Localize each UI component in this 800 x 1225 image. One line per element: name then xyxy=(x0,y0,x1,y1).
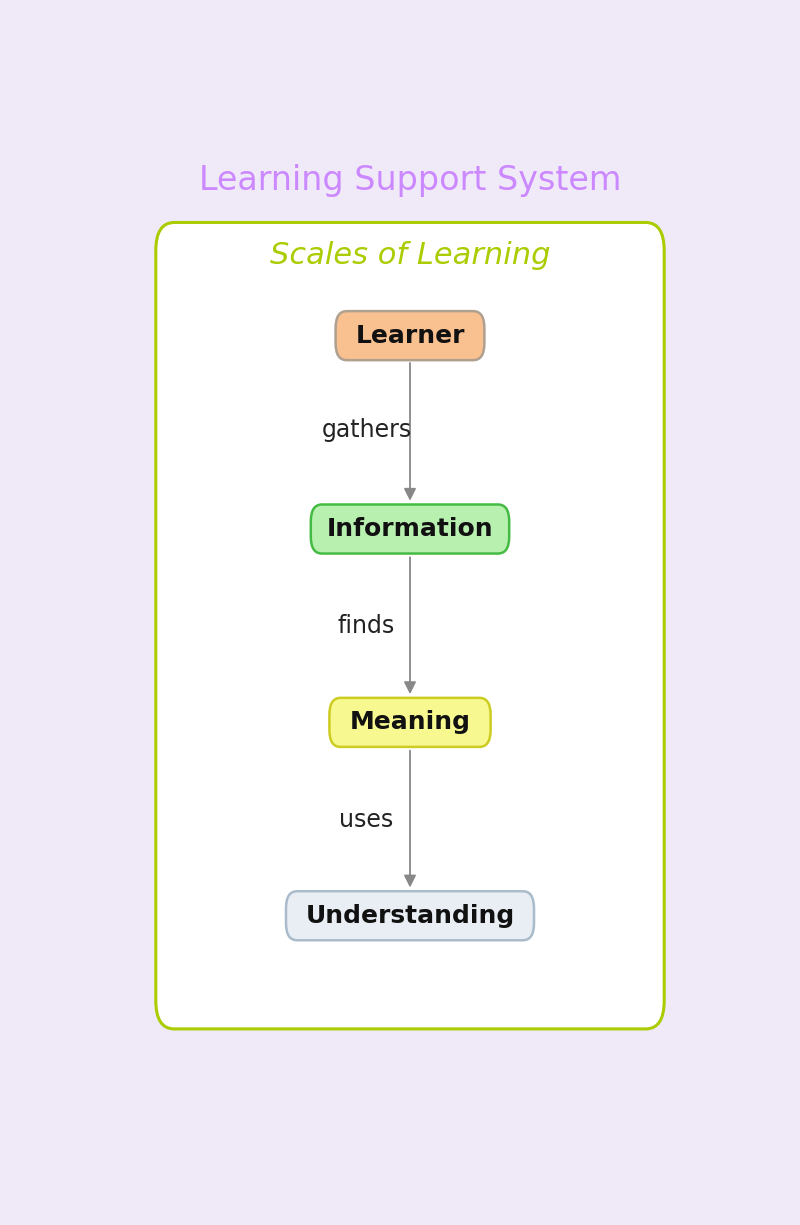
FancyBboxPatch shape xyxy=(336,311,485,360)
FancyBboxPatch shape xyxy=(330,698,490,747)
Text: Scales of Learning: Scales of Learning xyxy=(270,241,550,270)
FancyBboxPatch shape xyxy=(156,223,664,1029)
Text: uses: uses xyxy=(339,807,394,832)
Text: Meaning: Meaning xyxy=(350,710,470,734)
FancyBboxPatch shape xyxy=(286,892,534,941)
Text: Learner: Learner xyxy=(355,323,465,348)
Text: finds: finds xyxy=(338,614,395,638)
Text: gathers: gathers xyxy=(322,418,412,442)
Text: Information: Information xyxy=(326,517,494,541)
Text: Understanding: Understanding xyxy=(306,904,514,927)
FancyBboxPatch shape xyxy=(310,505,509,554)
Text: Learning Support System: Learning Support System xyxy=(198,163,622,196)
